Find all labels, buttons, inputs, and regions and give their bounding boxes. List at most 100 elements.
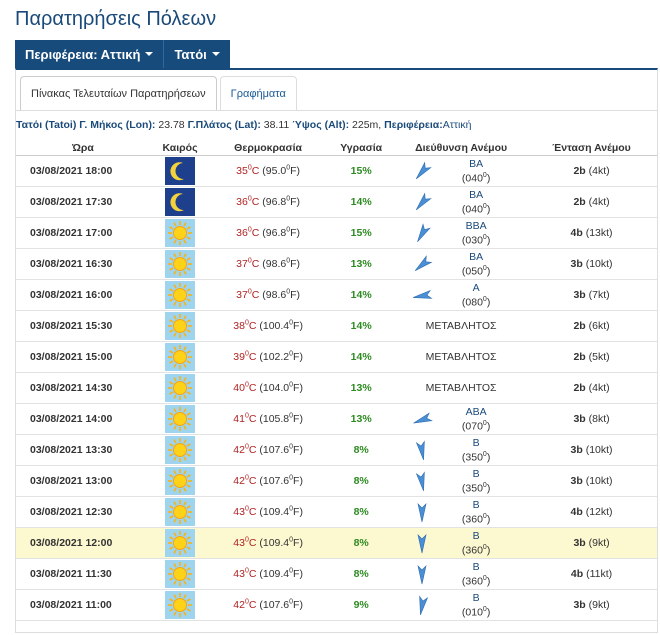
temp-c-value: 38 — [233, 320, 245, 333]
temp-c: 420C — [233, 444, 256, 457]
temp-c: 360C — [236, 196, 259, 209]
weather-cell — [150, 372, 210, 404]
tab-divider — [16, 110, 657, 111]
wind-beaufort: 3b — [573, 413, 586, 425]
temp-c-value: 36 — [236, 227, 248, 240]
unit-c: C — [248, 413, 257, 426]
table-row: 03/08/2021 17:30 360C (96.80F) 14% ΒΑ (0400)… — [16, 186, 657, 218]
region-navbar: Περιφέρεια: Αττική Τατόι — [15, 40, 230, 68]
weather-cell — [150, 589, 210, 621]
station-name: Τατόι (Tatoi) — [16, 119, 77, 131]
degree-mark: 0 — [289, 350, 294, 358]
degree-mark: 0 — [289, 567, 294, 575]
table-row: 03/08/2021 11:30 430C (109.40F) 8% Β (3600) 4… — [16, 558, 657, 590]
temperature: 430C (109.40F) — [210, 558, 327, 590]
wind-direction-cell: ΒΑ (0500) — [396, 248, 527, 280]
station-dropdown[interactable]: Τατόι — [164, 40, 229, 68]
unit-f: F) — [290, 165, 301, 178]
wind-degrees-value: (350 — [461, 451, 483, 464]
degree-close: ) — [486, 265, 491, 278]
degree-mark: 0 — [482, 233, 487, 241]
temp-c: 410C — [233, 413, 257, 426]
table-row: 03/08/2021 11:00 420C (107.60F) 9% Β (0100) 3… — [16, 589, 657, 621]
wind-knots: (12kt) — [585, 506, 613, 518]
wind-degrees: (0800) — [396, 294, 526, 309]
wind-variable: ΜΕΤΑΒΛΗΤΟΣ — [425, 382, 497, 394]
wind-arrow-icon — [417, 503, 427, 523]
wind-knots: (4kt) — [588, 382, 610, 394]
obs-time: 03/08/2021 12:30 — [16, 496, 150, 528]
temp-f: (96.80F) — [262, 227, 300, 240]
weather-cell — [150, 155, 210, 187]
humidity: 13% — [326, 372, 397, 404]
sun-icon — [165, 312, 195, 340]
temp-f-value: (107.6 — [259, 599, 290, 612]
temp-f-value: (96.8 — [262, 196, 287, 209]
wind-arrow-icon — [416, 161, 432, 180]
temp-f: (98.60F) — [262, 257, 300, 271]
degree-close: ) — [486, 606, 491, 619]
wind-arrow-icon — [414, 255, 433, 272]
wind-variable: ΜΕΤΑΒΛΗΤΟΣ — [425, 351, 497, 363]
humidity: 15% — [326, 217, 397, 249]
wind-direction-cell: ΜΕΤΑΒΛΗΤΟΣ — [396, 341, 527, 373]
table-row: 03/08/2021 15:00 390C (102.20F) 14% ΜΕΤΑΒΛΗ… — [16, 341, 657, 373]
wind-beaufort: 4b — [570, 227, 583, 239]
wind-force: 4b (12kt) — [526, 496, 657, 528]
obs-time: 03/08/2021 17:30 — [16, 186, 150, 218]
wind-knots: (10kt) — [585, 258, 613, 270]
obs-time: 03/08/2021 15:30 — [16, 310, 150, 342]
wind-direction: ΒΑ — [469, 250, 484, 263]
tab-charts[interactable]: Γραφήματα — [219, 76, 297, 110]
temp-c: 380C — [233, 319, 256, 333]
degree-close: ) — [486, 203, 491, 216]
unit-c: C — [248, 475, 257, 488]
wind-beaufort: 4b — [570, 506, 583, 518]
wind-direction: Β — [472, 591, 480, 604]
degree-close: ) — [486, 451, 491, 464]
degree-mark: 0 — [244, 350, 249, 358]
obs-time: 03/08/2021 18:00 — [16, 155, 150, 187]
alt-value: 225m, — [352, 119, 382, 131]
wind-direction-cell: ΒΒΑ (0300) — [396, 217, 527, 249]
temp-f: (95.00F) — [262, 165, 301, 178]
degree-close: ) — [486, 172, 491, 185]
degree-mark: 0 — [286, 257, 291, 265]
humidity: 8% — [326, 434, 397, 466]
wind-degrees: (0300) — [396, 232, 526, 247]
humidity: 14% — [326, 310, 397, 342]
wind-degrees: (3600) — [396, 573, 526, 588]
chevron-down-icon — [145, 52, 154, 56]
unit-c: C — [248, 506, 257, 519]
wind-direction: Β — [472, 529, 480, 542]
table-row: 03/08/2021 14:30 400C (104.00F) 13% ΜΕΤΑΒΛΗ… — [16, 372, 657, 404]
wind-force: 3b (10kt) — [526, 465, 657, 497]
wind-degrees: (0400) — [396, 170, 526, 185]
wind-knots: (4kt) — [588, 165, 610, 177]
temp-f-value: (109.4 — [259, 568, 290, 581]
obs-time: 03/08/2021 13:00 — [16, 465, 150, 497]
wind-direction: ΑΒΑ — [465, 405, 487, 418]
wind-arrow-icon — [413, 412, 433, 424]
region-dropdown[interactable]: Περιφέρεια: Αττική — [15, 40, 165, 68]
unit-f: F) — [293, 351, 303, 364]
degree-mark: 0 — [244, 319, 249, 327]
wind-degrees-value: (350 — [461, 482, 483, 495]
unit-f: F) — [293, 537, 303, 550]
temp-c: 420C — [233, 475, 257, 488]
table-row: 03/08/2021 13:30 420C (107.60F) 8% Β (3500) 3… — [16, 434, 657, 466]
wind-arrow-icon — [419, 595, 429, 615]
degree-mark: 0 — [289, 381, 294, 389]
unit-c: C — [248, 568, 257, 581]
wind-degrees: (0500) — [396, 263, 526, 278]
unit-f: F) — [290, 289, 301, 302]
unit-f: F) — [293, 568, 303, 581]
temp-c-value: 42 — [233, 599, 245, 612]
wind-force: 3b (10kt) — [526, 248, 657, 280]
unit-c: C — [248, 382, 257, 395]
tab-latest-observations[interactable]: Πίνακας Τελευταίων Παρατηρήσεων — [20, 76, 217, 110]
degree-mark: 0 — [482, 264, 487, 272]
obs-time: 03/08/2021 11:00 — [16, 589, 150, 621]
unit-c: C — [248, 599, 257, 612]
temp-c: 360C — [236, 227, 259, 240]
